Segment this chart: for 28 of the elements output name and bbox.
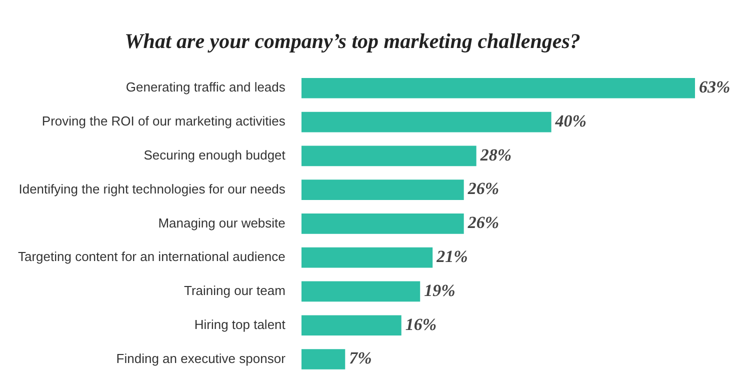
y-tick-label: Managing our website [158,215,286,230]
y-tick-label: Proving the ROI of our marketing activities [42,114,286,129]
y-tick-label: Securing enough budget [144,148,286,162]
data-label: 16% [405,314,437,334]
bar [301,146,476,166]
bar [301,180,464,200]
y-tick-label: Hiring top talent [194,316,286,332]
data-label: 40% [554,111,586,130]
bar [301,78,695,98]
chart-title: What are your company’s top marketing challenges? [124,29,580,54]
data-label: 63% [699,78,730,97]
y-tick-label: Finding an executive sponsor [116,350,286,366]
bar [301,349,346,370]
y-tick-label: Generating traffic and leads [126,80,286,95]
y-tick-label: Targeting content for an international audience [18,249,286,264]
data-label: 26% [466,179,500,198]
bar [301,315,402,336]
bar [301,214,464,234]
data-label: 28% [479,145,512,164]
bar [301,281,420,302]
bar [301,112,552,132]
data-label: 26% [466,213,500,232]
data-label: 19% [424,280,456,300]
data-label: 21% [436,246,468,266]
data-label: 7% [349,348,372,368]
y-tick-label: Identifying the right technologies for our needs [18,181,286,196]
bar [301,247,433,268]
y-tick-label: Training our team [184,283,286,298]
